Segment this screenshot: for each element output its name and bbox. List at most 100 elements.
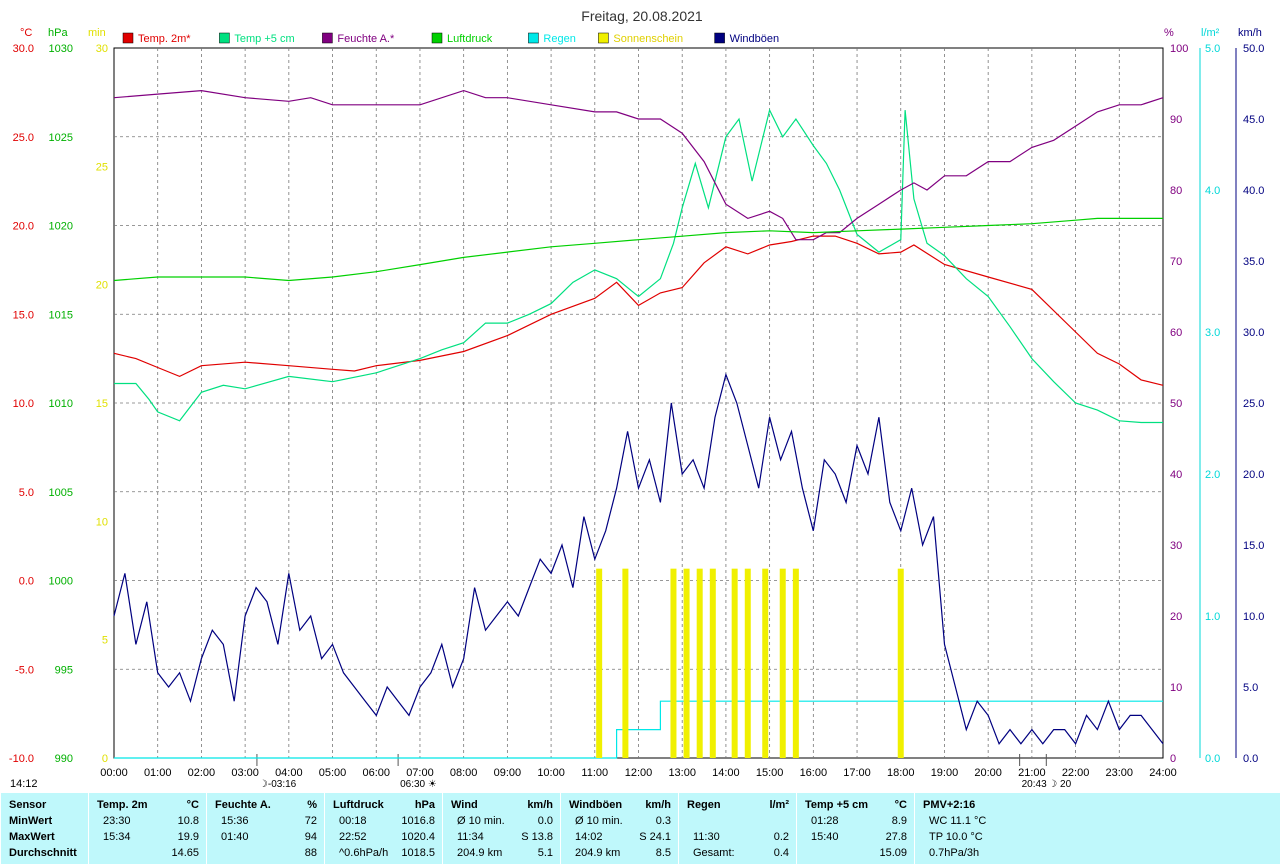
wind-tick-label: 10.0 [1243,611,1264,623]
wind-tick-label: 25.0 [1243,398,1264,410]
wind-tick-label: 15.0 [1243,540,1264,552]
sunshine-bar [622,568,629,758]
sunshine-bar [762,568,769,758]
wind-tick-label: 35.0 [1243,256,1264,268]
pressure-tick-label: 1005 [49,487,73,499]
time-tick-label: 12:00 [625,767,653,779]
stats-time: TP 10.0 °C [929,831,983,843]
sunshine-bar [792,568,799,758]
stats-header: Wind [451,799,478,811]
time-tick-label: 03:00 [231,767,259,779]
axes: 30.025.020.015.010.05.00.0-5.0-10.010301… [9,27,1265,790]
stats-time: 11:30 [693,831,720,843]
legend-swatch [219,32,230,44]
stats-column: Regen l/m² 11:30 0.2 Gesamt: 0.4 [678,793,797,864]
stats-unit: l/m² [769,799,789,811]
time-tick-label: 05:00 [319,767,347,779]
stats-value: 14.65 [171,847,199,859]
stats-value: 19.9 [177,831,199,843]
wind-tick-label: 50.0 [1243,43,1264,55]
sun-tick-label: 25 [96,161,108,173]
stats-value: 0.4 [773,847,789,859]
sun-tick-label: 30 [96,43,108,55]
time-tick-label: 10:00 [537,767,565,779]
time-tick-label: 08:00 [450,767,478,779]
stats-time: 23:30 [103,815,131,827]
time-tick-label: 11:00 [581,767,608,779]
temp-tick-label: 15.0 [13,309,34,321]
stats-time: 11:34 [457,831,484,843]
stats-time: WC 11.1 °C [929,815,987,827]
humidity-tick-label: 10 [1170,682,1182,694]
statistics-table: Sensor MinWert MaxWert Durchschnitt Temp. 2m… [0,793,1280,864]
stats-value: 0.2 [773,831,789,843]
stats-value: 15.09 [879,847,907,859]
pressure-tick-label: 1020 [49,221,73,233]
time-tick-label: 23:00 [1106,767,1134,779]
humidity-tick-label: 60 [1170,327,1182,339]
stats-value: S 24.1 [639,831,671,843]
time-tick-label: 16:00 [800,767,828,779]
humidity-tick-label: 0 [1170,753,1176,765]
time-tick-label: 02:00 [188,767,216,779]
stats-column: Temp. 2m °C 23:30 10.8 15:34 19.9 14.65 [88,793,207,864]
stats-unit: °C [894,799,907,811]
stats-unit: km/h [645,799,671,811]
pressure-unit-label: hPa [48,27,68,39]
stats-time: ^0.6hPa/h [339,847,389,859]
temp-tick-label: 30.0 [13,43,34,55]
humidity-tick-label: 50 [1170,398,1182,410]
stats-time: 00:18 [339,815,367,827]
stats-row-label: MaxWert [9,831,55,843]
stats-unit: hPa [414,799,435,811]
series-line-luftdruck [113,217,1163,282]
stats-header: Sensor [9,799,47,811]
legend-swatch [528,32,539,44]
wind-tick-label: 5.0 [1243,682,1258,694]
rain-tick-label: 4.0 [1205,185,1220,197]
series-marks [113,89,1164,759]
stats-value: 8.9 [891,815,907,827]
event-label: 20:43 [1022,779,1047,790]
stats-value: 1018.5 [401,847,435,859]
stats-time: Ø 10 min. [457,815,505,827]
time-tick-label: 01:00 [144,767,172,779]
time-tick-label: 13:00 [668,767,696,779]
sun-tick-label: 0 [102,753,108,765]
stats-header: Windböen [569,799,623,811]
stats-column: PMV+2:16 WC 11.1 °C TP 10.0 °C 0.7hPa/3h [914,793,1280,864]
sun-unit-label: min [88,27,106,39]
sunshine-bar [779,568,786,758]
sun-tick-label: 10 [96,516,108,528]
stats-column: Temp +5 cm °C 01:28 8.9 15:40 27.8 15.09 [796,793,915,864]
stats-column: Luftdruck hPa 00:18 1016.8 22:52 1020.4 ^0.6hP… [324,793,443,864]
time-tick-label: 07:00 [406,767,434,779]
temp-unit-label: °C [20,27,32,39]
plot-grid [113,47,1164,759]
wind-tick-label: 0.0 [1243,753,1258,765]
event-label: 06:30 ☀ [400,779,437,790]
time-tick-label: 14:00 [712,767,740,779]
sunshine-bar [596,568,603,758]
series-line-regen [114,700,1163,759]
time-tick-label: 24:00 [1149,767,1177,779]
rain-tick-label: 1.0 [1205,611,1220,623]
stats-value: 10.8 [177,815,199,827]
stats-time: 22:52 [339,831,367,843]
series-line-temp-2m- [113,235,1164,386]
pressure-tick-label: 1030 [49,43,73,55]
humidity-tick-label: 70 [1170,256,1182,268]
stats-header: Regen [687,799,721,811]
legend-swatch [322,32,333,44]
stats-time: 15:40 [811,831,839,843]
stats-header: Temp +5 cm [805,799,869,811]
event-label: ☽-03:16 [259,779,297,790]
legend-swatch [598,32,609,44]
stats-time: Gesamt: [693,847,735,859]
stats-time: 15:34 [103,831,131,843]
humidity-tick-label: 80 [1170,185,1182,197]
pressure-tick-label: 1025 [49,132,73,144]
temp-tick-label: 20.0 [13,221,34,233]
sunshine-bar [897,568,904,758]
legend-swatch [431,32,443,44]
